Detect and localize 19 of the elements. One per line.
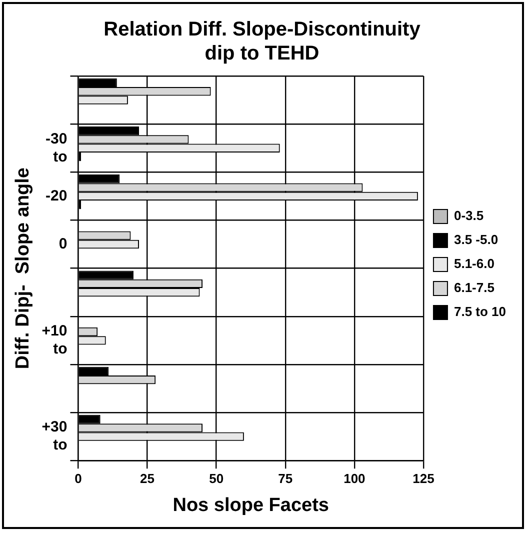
x-tick-label: 25 xyxy=(140,470,155,486)
x-tick-label: 0 xyxy=(74,470,82,486)
legend-label: 5.1-6.0 xyxy=(454,256,494,272)
y-axis-title: Diff. Dipj- Slope angle xyxy=(12,167,34,370)
x-tick-label: 100 xyxy=(344,470,366,486)
y-tick-label: -30 to xyxy=(46,130,68,166)
legend-label: 6.1-7.5 xyxy=(454,280,494,296)
y-tick-label: -20 xyxy=(46,187,68,204)
x-tick-label: 75 xyxy=(278,470,293,486)
x-tick-label: 125 xyxy=(412,470,434,486)
x-tick-label: 50 xyxy=(209,470,224,486)
legend-label: 0-3.5 xyxy=(454,208,484,224)
y-tick-label: 0 xyxy=(58,235,68,252)
legend-label: 3.5 -5.0 xyxy=(454,232,498,248)
legend-label: 7.5 to 10 xyxy=(454,304,506,320)
y-tick-label: +10 to xyxy=(42,322,68,358)
y-tick-label: +30 to xyxy=(42,418,68,454)
chart-title: Relation Diff. Slope-Discontinuity dip to TEHD xyxy=(104,18,422,65)
x-axis-title: Nos slope Facets xyxy=(172,494,329,516)
